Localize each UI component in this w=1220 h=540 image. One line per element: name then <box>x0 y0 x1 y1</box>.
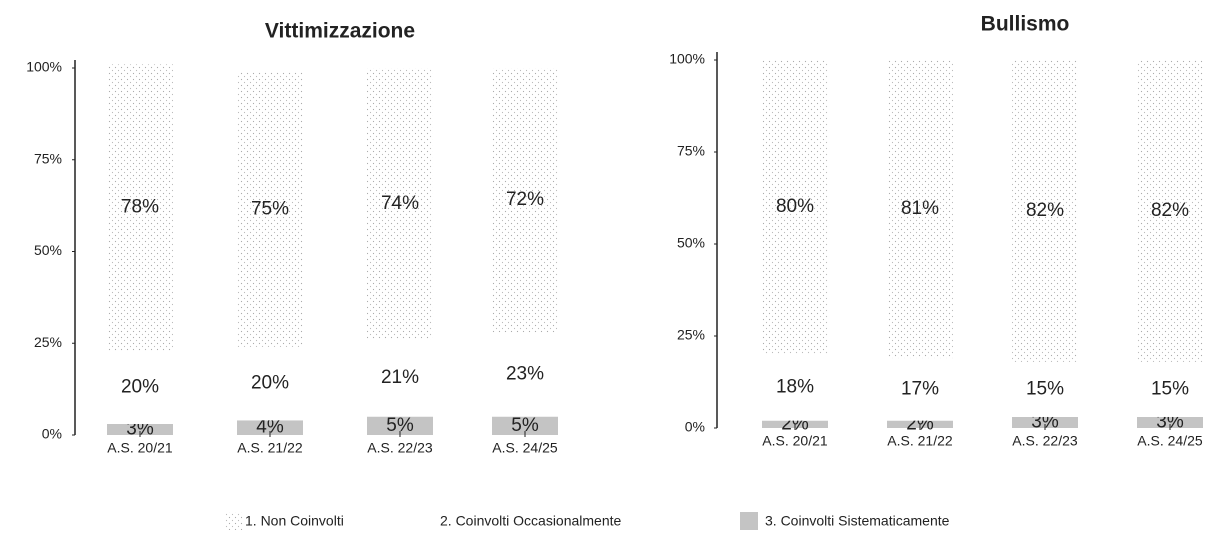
legend-label: 2. Coinvolti Occasionalmente <box>440 513 622 529</box>
data-label: 15% <box>1026 378 1064 399</box>
bar-segment <box>237 420 303 435</box>
x-tick-label: A.S. 20/21 <box>762 433 828 449</box>
chart-title: Bullismo <box>981 13 1070 36</box>
x-tick-label: A.S. 20/21 <box>107 440 173 456</box>
data-label: 74% <box>381 193 419 214</box>
data-label: 82% <box>1026 200 1064 221</box>
legend-swatch <box>420 512 438 530</box>
data-label: 4% <box>256 417 284 438</box>
bar-segment <box>762 354 828 421</box>
x-tick-label: A.S. 22/23 <box>367 440 433 456</box>
bar-segment <box>237 71 303 347</box>
x-tick-label: A.S. 24/25 <box>1137 433 1203 449</box>
data-label: 18% <box>776 377 814 398</box>
data-label: 17% <box>901 378 939 399</box>
bar-segment <box>1137 361 1203 417</box>
y-tick-label: 75% <box>34 150 62 166</box>
y-tick-label: 0% <box>685 419 705 435</box>
bar-segment <box>1012 361 1078 417</box>
bar-segment <box>107 64 173 351</box>
bar-segment <box>887 60 953 359</box>
x-tick-label: A.S. 21/22 <box>887 433 953 449</box>
data-label: 15% <box>1151 378 1189 399</box>
data-label: 20% <box>121 376 159 397</box>
x-tick-label: A.S. 24/25 <box>492 440 558 456</box>
data-label: 23% <box>506 363 544 384</box>
bar-segment <box>887 358 953 421</box>
x-tick-label: A.S. 22/23 <box>1012 433 1078 449</box>
bar-segment <box>1137 60 1203 362</box>
bar-segment <box>107 350 173 424</box>
bar-segment <box>1137 416 1203 428</box>
data-label: 5% <box>511 415 539 436</box>
data-label: 5% <box>386 415 414 436</box>
bar-segment <box>492 68 558 333</box>
y-tick-label: 50% <box>34 242 62 258</box>
data-label: 20% <box>251 373 289 394</box>
data-label: 72% <box>506 189 544 210</box>
x-tick-label: A.S. 21/22 <box>237 440 303 456</box>
legend-label: 1. Non Coinvolti <box>245 513 344 529</box>
legend-label: 3. Coinvolti Sistematicamente <box>765 513 950 529</box>
data-label: 81% <box>901 198 939 219</box>
legend-swatch <box>225 512 243 530</box>
legend-swatch <box>740 512 758 530</box>
data-label: 78% <box>121 196 159 217</box>
y-tick-label: 25% <box>34 334 62 350</box>
y-tick-label: 50% <box>677 235 705 251</box>
bar-segment <box>237 346 303 421</box>
bar-segment <box>492 416 558 435</box>
bar-segment <box>367 68 433 340</box>
data-label: 21% <box>381 367 419 388</box>
bar-segment <box>367 339 433 417</box>
bar-segment <box>762 60 828 355</box>
data-label: 82% <box>1151 200 1189 221</box>
bar-segment <box>492 332 558 417</box>
y-tick-label: 0% <box>42 426 62 442</box>
y-tick-label: 75% <box>677 143 705 159</box>
chart-title: Vittimizzazione <box>265 20 415 43</box>
bar-segment <box>367 416 433 435</box>
y-tick-label: 100% <box>26 59 62 75</box>
data-label: 75% <box>251 198 289 219</box>
y-tick-label: 100% <box>669 51 705 67</box>
data-label: 80% <box>776 196 814 217</box>
bar-segment <box>1012 416 1078 428</box>
bar-segment <box>1012 60 1078 362</box>
y-tick-label: 25% <box>677 327 705 343</box>
bar-segment <box>107 423 173 435</box>
